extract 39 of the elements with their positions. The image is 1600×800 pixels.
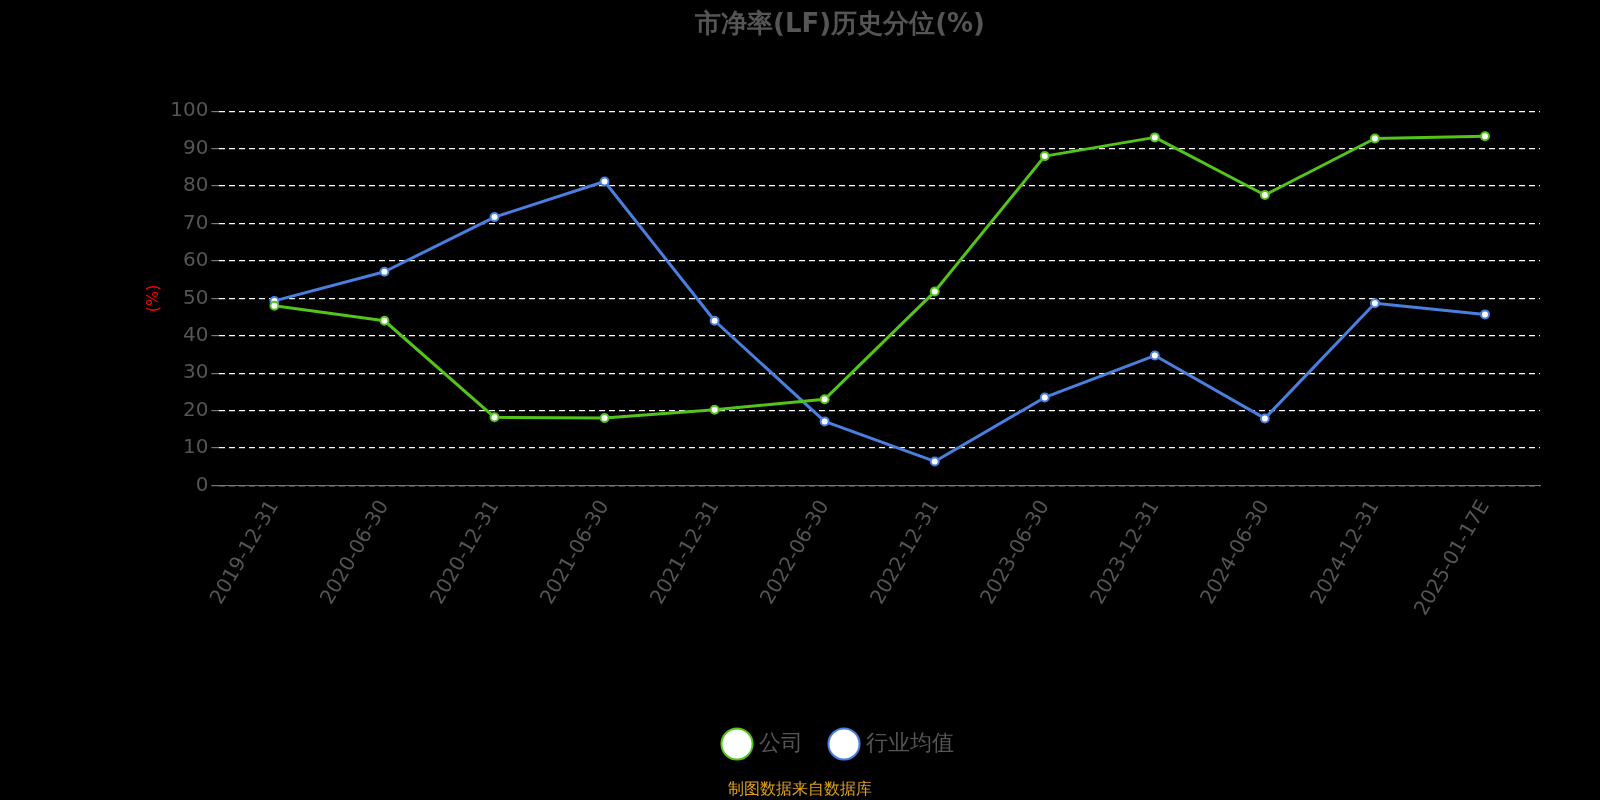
point	[819, 416, 830, 427]
point	[489, 412, 500, 423]
point	[269, 300, 280, 311]
point	[1149, 132, 1160, 143]
point	[1479, 131, 1490, 142]
point	[599, 413, 610, 424]
point	[1479, 309, 1490, 320]
y-tick-label: 70	[182, 209, 209, 234]
y-tick-label: 40	[182, 321, 209, 346]
point	[489, 212, 500, 223]
y-tick-label: 90	[182, 134, 209, 159]
text: 制图数据来自数据库	[728, 779, 872, 799]
chart-title: 市净率(LF)历史分位(%)	[694, 8, 985, 39]
legend-label: 公司	[759, 729, 803, 755]
point	[1259, 413, 1270, 424]
point	[709, 315, 720, 326]
point	[929, 286, 940, 297]
point	[929, 456, 940, 467]
y-tick-label: 60	[182, 247, 209, 272]
point	[379, 315, 390, 326]
point	[709, 404, 720, 415]
legend-label: 行业均值	[866, 729, 954, 755]
point	[1369, 298, 1380, 309]
point	[1369, 133, 1380, 144]
y-tick-label: 30	[182, 359, 209, 384]
point	[379, 266, 390, 277]
y-tick-label: 10	[182, 434, 209, 459]
point	[1039, 392, 1050, 403]
y-axis-title: (%)	[142, 284, 162, 313]
y-tick-label: 100	[170, 97, 209, 122]
point	[599, 176, 610, 187]
point	[1039, 151, 1050, 162]
y-tick-label: 80	[182, 172, 209, 197]
y-tick-label: 50	[182, 284, 209, 309]
point	[1259, 190, 1270, 201]
y-tick-label: 0	[195, 471, 209, 496]
point	[1149, 350, 1160, 361]
point	[819, 394, 830, 405]
y-tick-label: 20	[182, 396, 209, 421]
